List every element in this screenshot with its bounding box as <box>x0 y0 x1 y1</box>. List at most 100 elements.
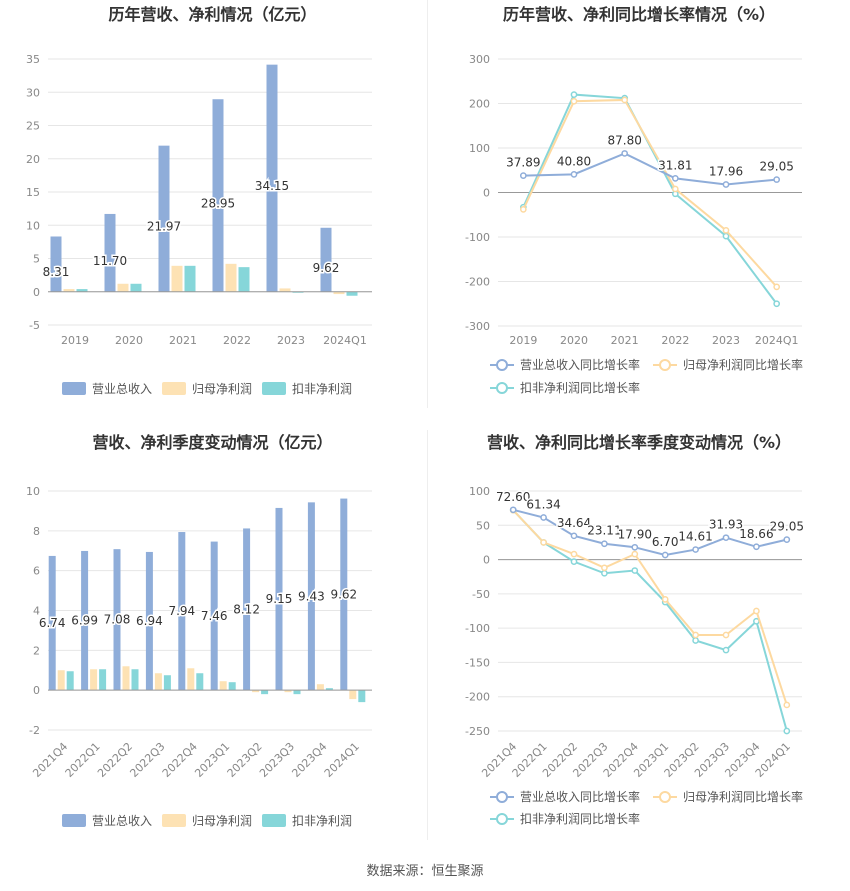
data-label: 11.70 <box>93 254 127 268</box>
data-label: 29.05 <box>770 520 804 534</box>
y-tick-label: 25 <box>26 120 40 133</box>
data-label: 29.05 <box>759 160 793 174</box>
y-tick-label: 6 <box>33 565 40 578</box>
x-tick-label: 2023 <box>277 334 305 347</box>
data-label: 40.80 <box>557 154 591 168</box>
series-line <box>523 152 777 186</box>
bar-revenue <box>210 541 218 691</box>
data-label: 6.94 <box>136 614 163 628</box>
y-tick-label: 8 <box>33 525 40 538</box>
bar-net-profit <box>154 673 162 691</box>
y-tick-label: 5 <box>33 253 40 266</box>
data-point <box>570 550 578 558</box>
y-tick-label: 0 <box>33 684 40 697</box>
y-tick-label: 100 <box>469 485 490 498</box>
legend-swatch <box>262 814 286 827</box>
data-label: 6.74 <box>39 616 66 630</box>
bar-deducted-profit <box>99 669 107 691</box>
x-tick-label: 2021Q4 <box>30 740 70 780</box>
data-point <box>692 546 699 553</box>
bar-net-profit <box>349 690 357 700</box>
legend-label: 扣非净利润 <box>292 814 352 828</box>
bar-net-profit <box>333 291 345 295</box>
quarterly-amount-chart: 营收、净利季度变动情况（亿元） -2 0 2 4 6 8 10 6.74 6.99 7.08 6.94… <box>26 433 372 828</box>
data-label: 7.94 <box>168 604 195 618</box>
y-tick-label: 35 <box>26 53 40 66</box>
data-label: 6.70 <box>652 535 679 549</box>
legend-label: 营业总收入 <box>92 814 152 828</box>
data-label: 37.89 <box>506 156 540 170</box>
legend-marker <box>659 359 671 371</box>
y-tick-label: -150 <box>465 656 490 669</box>
data-point <box>753 543 760 551</box>
y-tick-label: 10 <box>26 485 40 498</box>
data-label: 34.15 <box>255 179 289 193</box>
x-tick-label: 2024Q1 <box>755 334 799 347</box>
data-point <box>671 174 679 182</box>
y-tick-label: 0 <box>483 187 490 200</box>
y-tick-label: -300 <box>465 320 490 333</box>
data-point <box>692 637 699 644</box>
data-point <box>722 232 730 240</box>
x-tick-label: 2021 <box>169 334 197 347</box>
data-point <box>753 607 760 615</box>
data-point <box>601 540 608 548</box>
bar-net-profit <box>57 670 65 691</box>
bar-net-profit <box>187 668 195 691</box>
legend-label: 归母净利润 <box>192 814 252 828</box>
data-point <box>783 536 791 544</box>
bar-deducted-profit <box>358 690 366 703</box>
data-point <box>570 91 578 98</box>
legend-label: 归母净利润同比增长率 <box>683 357 803 372</box>
x-tick-label: 2023Q1 <box>192 740 232 780</box>
y-tick-label: 300 <box>469 53 490 66</box>
bar-revenue <box>307 502 315 691</box>
bar-net-profit <box>316 684 324 691</box>
bar-revenue <box>48 555 56 691</box>
bar-deducted-profit <box>196 673 204 691</box>
data-label: 31.93 <box>709 518 743 532</box>
data-point <box>540 539 547 546</box>
bar-net-profit <box>117 283 129 292</box>
data-label: 17.90 <box>618 527 652 541</box>
bar-net-profit <box>284 690 292 693</box>
x-tick-label: 2024Q1 <box>322 740 362 780</box>
y-tick-label: 2 <box>33 644 40 657</box>
data-point <box>783 701 791 709</box>
data-point <box>722 646 730 654</box>
bar-revenue <box>113 549 121 691</box>
data-label: 9.62 <box>313 261 340 275</box>
bar-revenue <box>212 99 224 292</box>
vertical-divider <box>427 430 428 840</box>
y-tick-label: -250 <box>465 725 490 738</box>
data-point <box>722 534 730 542</box>
y-tick-label: -100 <box>465 231 490 244</box>
quarterly-growth-chart: 营收、净利同比增长率季度变动情况（%） -250 -200 -150 -100 -50 0 5… <box>465 433 805 826</box>
bar-revenue <box>178 532 186 691</box>
y-tick-label: -200 <box>465 691 490 704</box>
data-point <box>621 96 629 104</box>
data-point <box>540 514 547 521</box>
y-tick-label: 4 <box>33 605 40 618</box>
bar-revenue <box>340 498 348 691</box>
legend-swatch <box>162 382 186 395</box>
data-point <box>722 226 730 234</box>
x-tick-label: 2019 <box>61 334 89 347</box>
y-tick-label: 10 <box>26 219 40 232</box>
series-line <box>522 98 778 288</box>
data-point <box>783 727 791 735</box>
series-line <box>512 508 788 556</box>
bar-net-profit <box>90 669 98 691</box>
bar-revenue <box>266 64 278 292</box>
x-tick-label: 2022 <box>661 334 689 347</box>
data-point <box>661 551 669 559</box>
vertical-divider <box>427 0 428 408</box>
data-point <box>692 631 699 639</box>
data-label: 23.11 <box>587 524 621 538</box>
y-tick-label: -100 <box>465 622 490 635</box>
data-point <box>671 185 679 193</box>
data-label: 9.43 <box>298 589 325 603</box>
data-label: 7.46 <box>201 609 228 623</box>
annual-amount-chart: 历年营收、净利情况（亿元） -5 0 5 10 15 20 25 30 35 8.31 11.70 21… <box>26 5 372 396</box>
bar-deducted-profit <box>184 265 196 292</box>
